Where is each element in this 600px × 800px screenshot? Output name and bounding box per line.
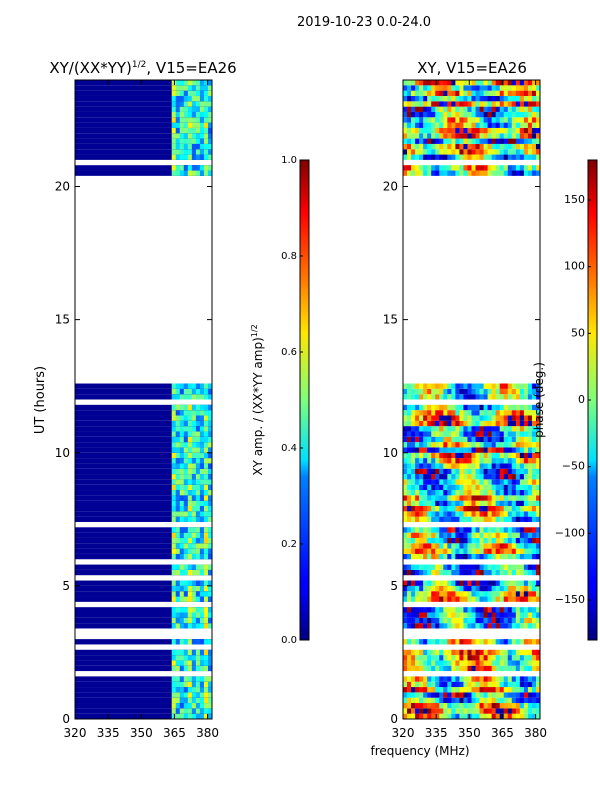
left-cbar-label-sup: 1/2 — [250, 324, 259, 337]
left-xtick-label: 365 — [163, 726, 186, 740]
left-ytick-label: 20 — [55, 180, 70, 194]
right-ytick-label: 20 — [383, 180, 398, 194]
left-cbar-tick-label: 0.2 — [281, 539, 297, 550]
left-ytick-label: 15 — [55, 313, 70, 327]
left-plot-frame — [74, 79, 213, 720]
shared-xlabel: frequency (MHz) — [370, 744, 469, 758]
right-xtick-label: 320 — [392, 726, 415, 740]
right-xtick-label: 380 — [524, 726, 547, 740]
right-panel-title: XY, V15=EA26 — [417, 59, 527, 77]
left-xtick-label: 335 — [97, 726, 120, 740]
right-heatmap — [403, 80, 540, 719]
left-cbar-tick-label: 0.0 — [281, 635, 297, 646]
left-colorbar — [299, 159, 310, 641]
left-title-rest: , V15=EA26 — [146, 59, 236, 77]
right-cbar-tick-label: 150 — [564, 193, 585, 206]
right-plot-frame — [402, 79, 541, 720]
right-cbar-tick-label: 50 — [571, 326, 585, 339]
left-colorbar-label: XY amp. / (XX*YY amp)1/2 — [250, 324, 265, 475]
left-cbar-tick-label: 0.4 — [281, 443, 297, 454]
left-heatmap — [75, 80, 212, 719]
left-cbar-label-main: XY amp. / (XX*YY amp) — [251, 337, 265, 475]
right-cbar-tick-label: 100 — [564, 260, 585, 273]
right-xtick-label: 350 — [458, 726, 481, 740]
right-cbar-tick-label: −100 — [555, 526, 585, 539]
right-cbar-tick-label: −50 — [562, 460, 585, 473]
right-ytick-label: 5 — [390, 579, 398, 593]
left-ylabel: UT (hours) — [33, 366, 48, 434]
figure-title: 2019-10-23 0.0-24.0 — [297, 15, 431, 30]
right-ytick-label: 15 — [383, 313, 398, 327]
left-title-main: XY/(XX*YY) — [49, 59, 132, 77]
right-cbar-tick-label: 0 — [578, 393, 585, 406]
right-colorbar-label: phase (deg.) — [532, 362, 546, 438]
right-xtick-label: 335 — [425, 726, 448, 740]
left-ytick-label: 0 — [62, 712, 70, 726]
left-cbar-tick-label: 0.6 — [281, 347, 297, 358]
left-cbar-tick-label: 1.0 — [281, 155, 297, 166]
left-xtick-label: 380 — [196, 726, 219, 740]
right-xtick-label: 365 — [491, 726, 514, 740]
left-xtick-label: 350 — [130, 726, 153, 740]
left-panel-title: XY/(XX*YY)1/2, V15=EA26 — [49, 59, 236, 77]
left-ytick-label: 10 — [55, 446, 70, 460]
left-xtick-label: 320 — [64, 726, 87, 740]
right-ytick-label: 0 — [390, 712, 398, 726]
right-ytick-label: 10 — [383, 446, 398, 460]
right-cbar-tick-label: −150 — [555, 593, 585, 606]
left-ytick-label: 5 — [62, 579, 70, 593]
left-cbar-tick-label: 0.8 — [281, 251, 297, 262]
left-title-sup: 1/2 — [132, 60, 146, 70]
